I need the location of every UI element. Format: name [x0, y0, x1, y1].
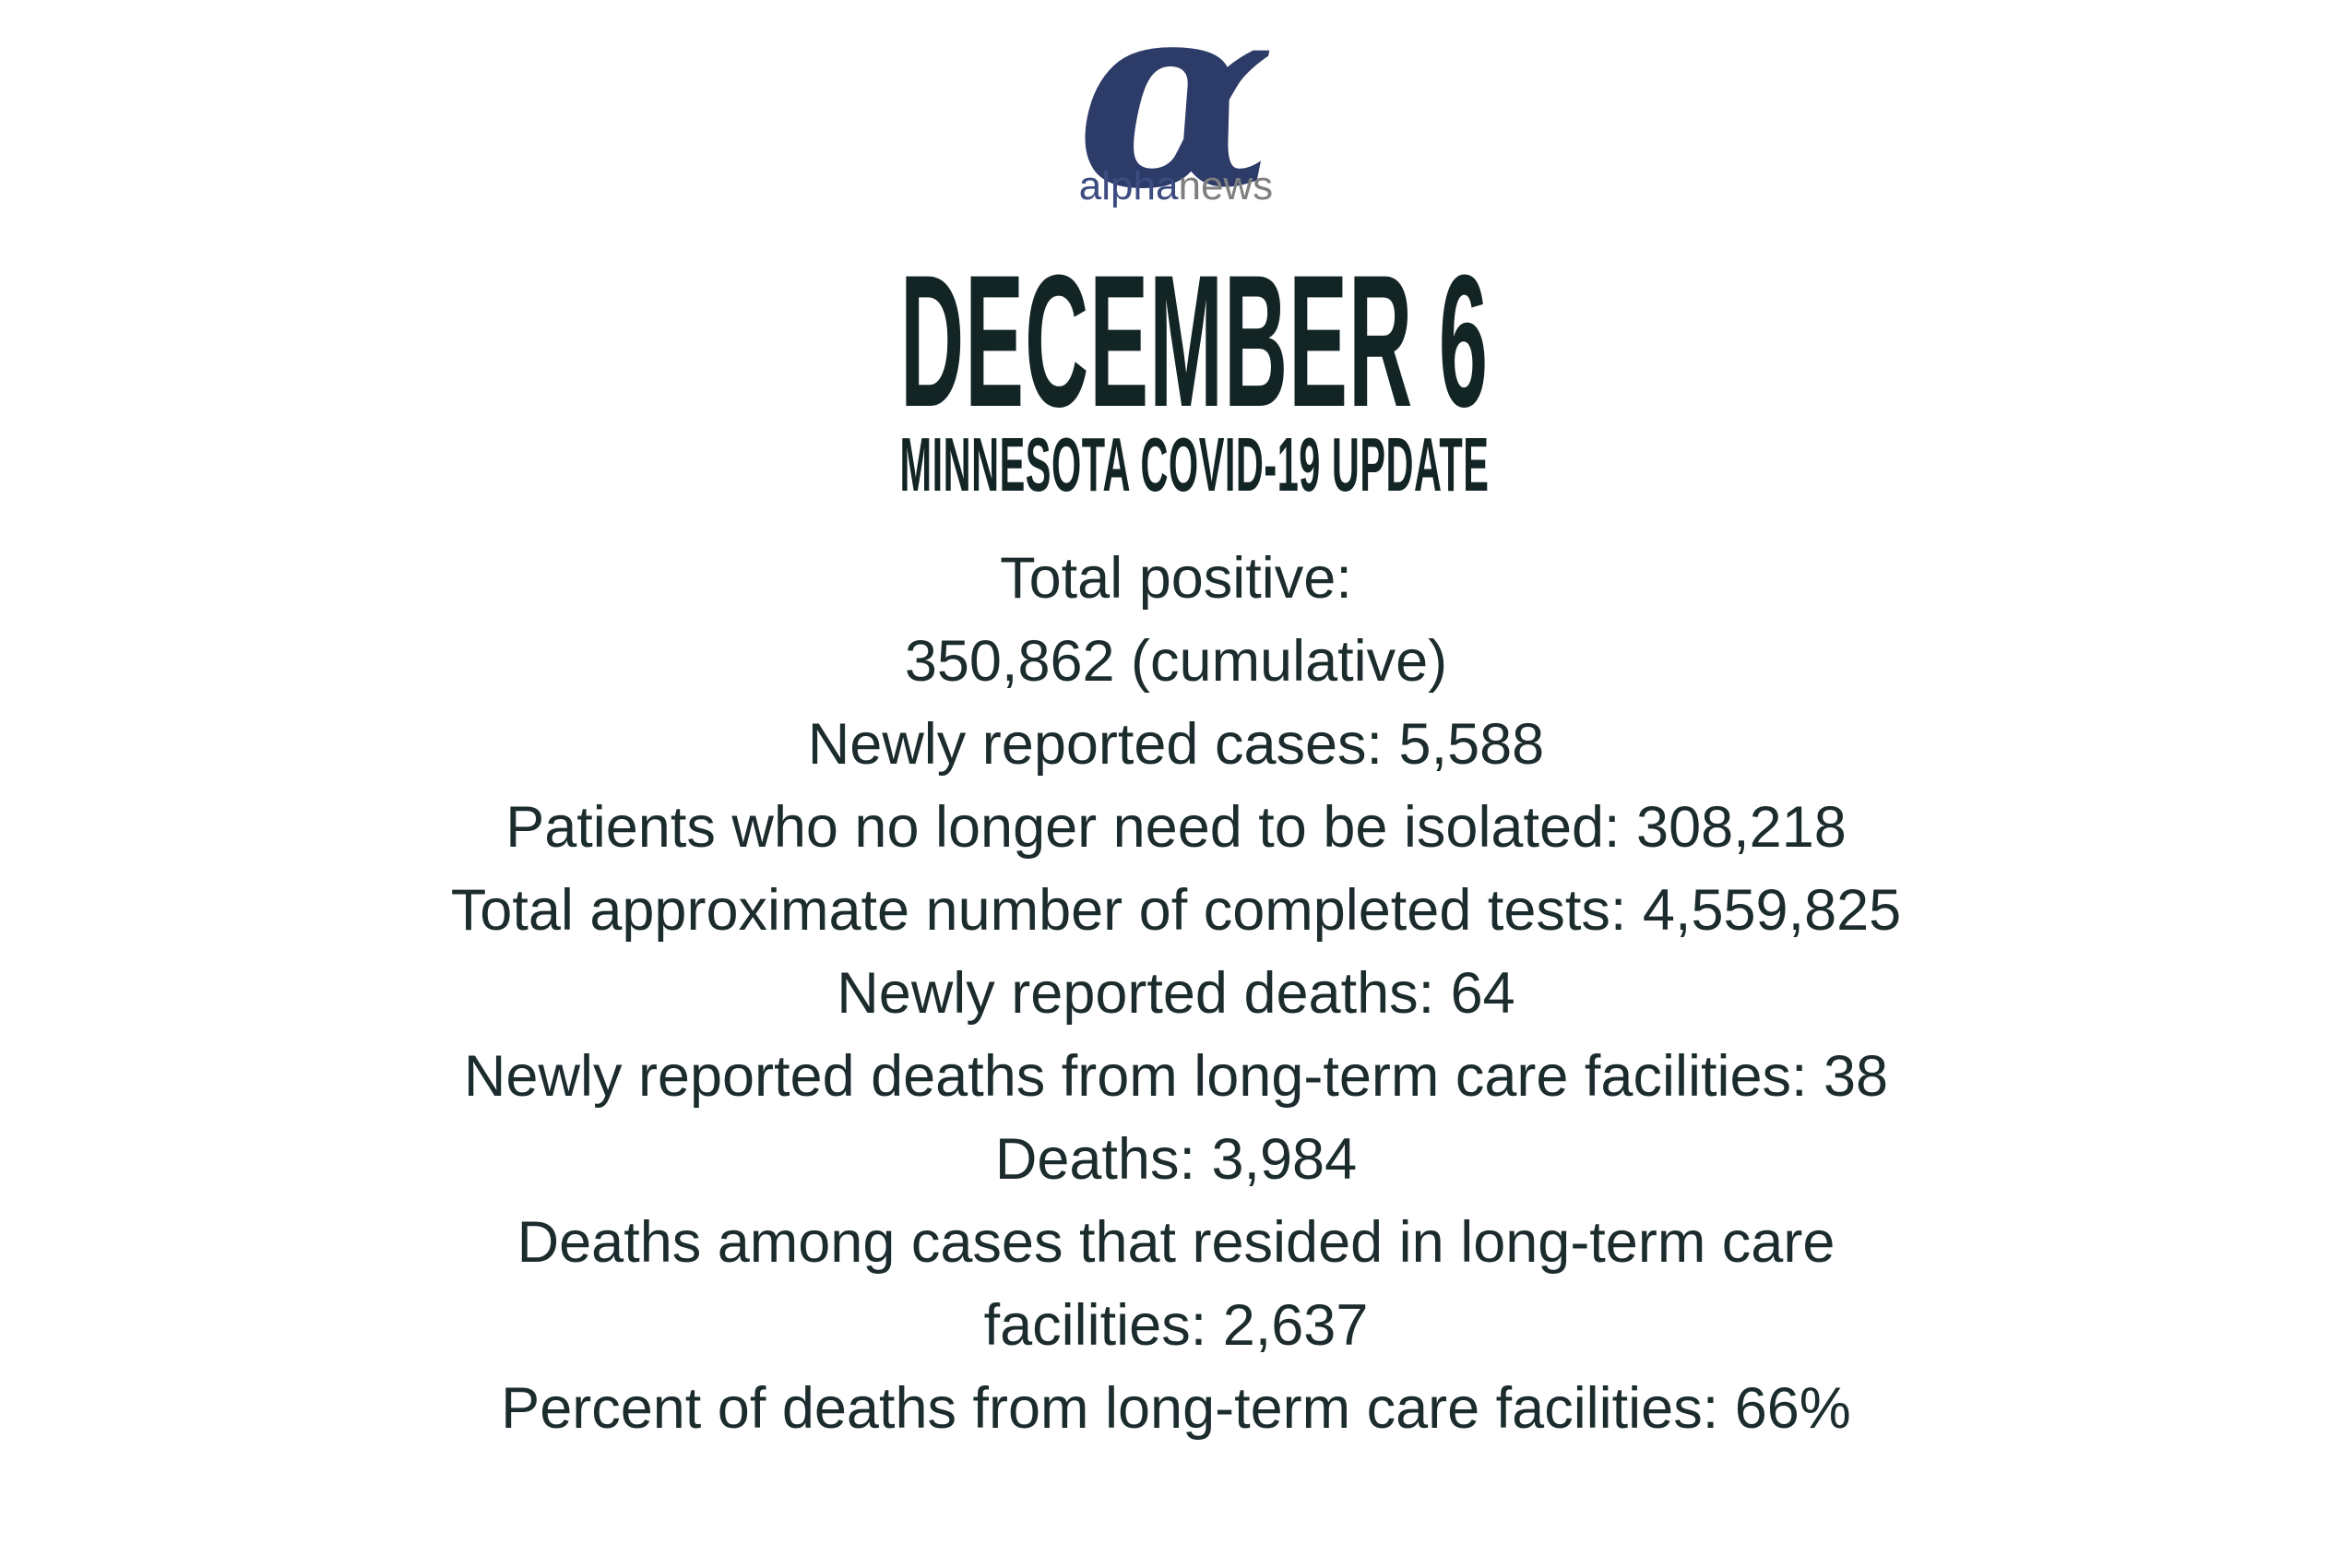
- stat-line-ltc-deaths-2: facilities: 2,637: [983, 1293, 1369, 1358]
- stat-line-completed-tests: Total approximate number of completed te…: [450, 878, 1902, 943]
- stat-line-ltc-deaths-1: Deaths among cases that resided in long-…: [517, 1210, 1835, 1275]
- stat-line-total-positive: Total positive:: [1000, 546, 1352, 611]
- update-subtitle: MINNESOTA COVID-19 UPDATE: [899, 422, 1490, 507]
- stats-list: Total positive: 350,862 (cumulative) New…: [0, 537, 2352, 1450]
- alphanews-logo: α alphanews: [0, 0, 2352, 246]
- logo-wordmark-news: news: [1178, 163, 1274, 208]
- stat-line-cumulative: 350,862 (cumulative): [904, 629, 1448, 694]
- stat-line-new-cases: Newly reported cases: 5,588: [807, 712, 1545, 777]
- stat-line-deaths: Deaths: 3,984: [994, 1127, 1358, 1192]
- stat-line-new-ltc-deaths: Newly reported deaths from long-term car…: [463, 1044, 1889, 1109]
- stat-line-no-isolation: Patients who no longer need to be isolat…: [505, 795, 1847, 860]
- stat-line-ltc-percent: Percent of deaths from long-term care fa…: [501, 1376, 1851, 1441]
- alpha-logo-icon: α: [1076, 0, 1276, 246]
- logo-wordmark: alphanews: [0, 166, 2352, 207]
- date-title: DECEMBER 6: [899, 236, 1490, 446]
- stat-line-new-deaths: Newly reported deaths: 64: [837, 961, 1515, 1026]
- logo-wordmark-alpha: alpha: [1078, 163, 1179, 208]
